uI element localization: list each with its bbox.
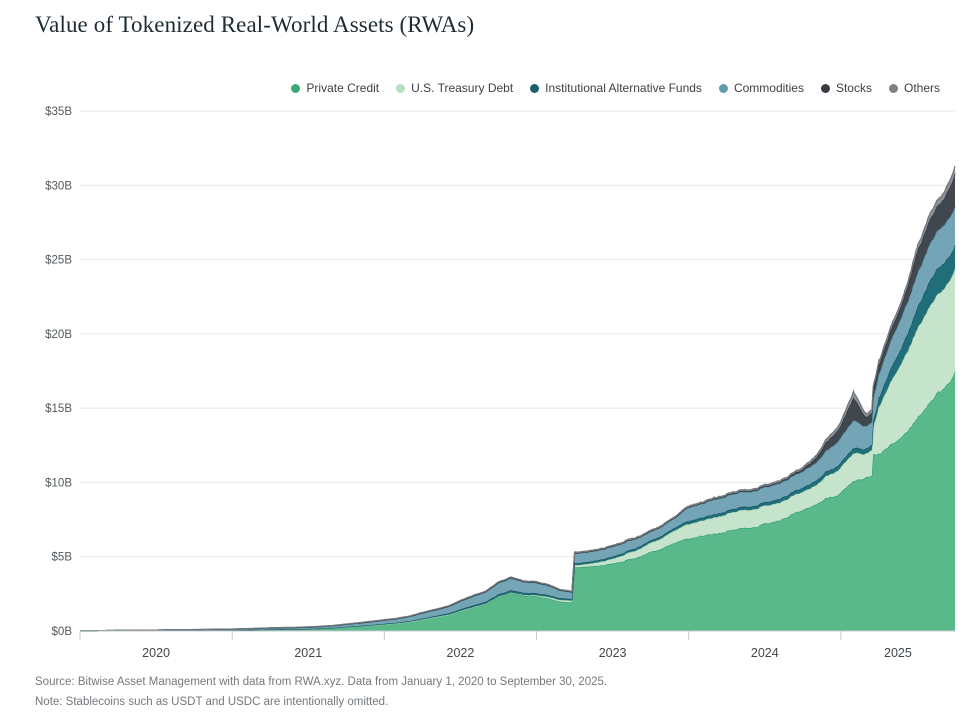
- y-axis-label: $5B: [52, 552, 73, 564]
- series-area: [80, 371, 955, 631]
- legend-dot-icon: [820, 83, 830, 93]
- chart-title: Value of Tokenized Real-World Assets (RW…: [35, 12, 475, 37]
- legend-label: Commodities: [733, 81, 804, 95]
- y-axis-label: $20B: [45, 329, 72, 341]
- legend-label: Institutional Alternative Funds: [545, 81, 702, 95]
- y-axis-labels: $0B $5B $10B $15B $20B $25B $30B $35B: [45, 106, 72, 638]
- y-axis-label: $10B: [45, 477, 72, 489]
- chart-legend: Private Credit U.S. Treasury Debt Institut…: [291, 81, 940, 95]
- legend-label: Private Credit: [306, 81, 380, 95]
- legend-dot-icon: [396, 83, 406, 93]
- legend-label: U.S. Treasury Debt: [411, 81, 514, 95]
- legend-item-others: Others: [888, 81, 940, 95]
- y-axis-label: $30B: [45, 180, 72, 192]
- legend-dot-icon: [530, 83, 540, 93]
- legend-item-stocks: Stocks: [820, 81, 872, 95]
- legend-label: Others: [903, 81, 940, 95]
- legend-label: Stocks: [835, 81, 872, 95]
- y-axis-label: $15B: [45, 403, 72, 415]
- legend-item-u-s-treasury-debt: U.S. Treasury Debt: [396, 81, 513, 95]
- y-axis-label: $25B: [45, 255, 72, 267]
- legend-dot-icon: [888, 83, 898, 93]
- legend-dot-icon: [718, 83, 728, 93]
- gridlines: [80, 110, 955, 558]
- y-axis-label: $0B: [52, 626, 73, 638]
- x-axis-label: 2020: [142, 646, 170, 660]
- y-axis-label: $35B: [45, 106, 72, 118]
- legend-item-private-credit: Private Credit: [291, 81, 379, 95]
- x-axis-label: 2025: [884, 646, 912, 660]
- x-axis-label: 2024: [751, 646, 779, 660]
- x-axis-label: 2023: [599, 646, 627, 660]
- source-text: Source: Bitwise Asset Management with da…: [35, 676, 608, 688]
- x-axis: 2020 2021 2022 2023 2024 2025: [79, 630, 955, 660]
- note-text: Note: Stablecoins such as USDT and USDC …: [35, 696, 389, 708]
- x-axis-label: 2022: [447, 646, 475, 660]
- stacked-areas: [80, 165, 956, 632]
- legend-item-commodities: Commodities: [718, 81, 804, 95]
- legend-dot-icon: [291, 83, 301, 93]
- legend-item-institutional-alternative-funds: Institutional Alternative Funds: [530, 81, 702, 95]
- series-top-edge: [80, 165, 956, 632]
- x-axis-label: 2021: [294, 646, 322, 660]
- series-band-others: [80, 165, 956, 632]
- chart-footer: Source: Bitwise Asset Management with da…: [35, 672, 607, 712]
